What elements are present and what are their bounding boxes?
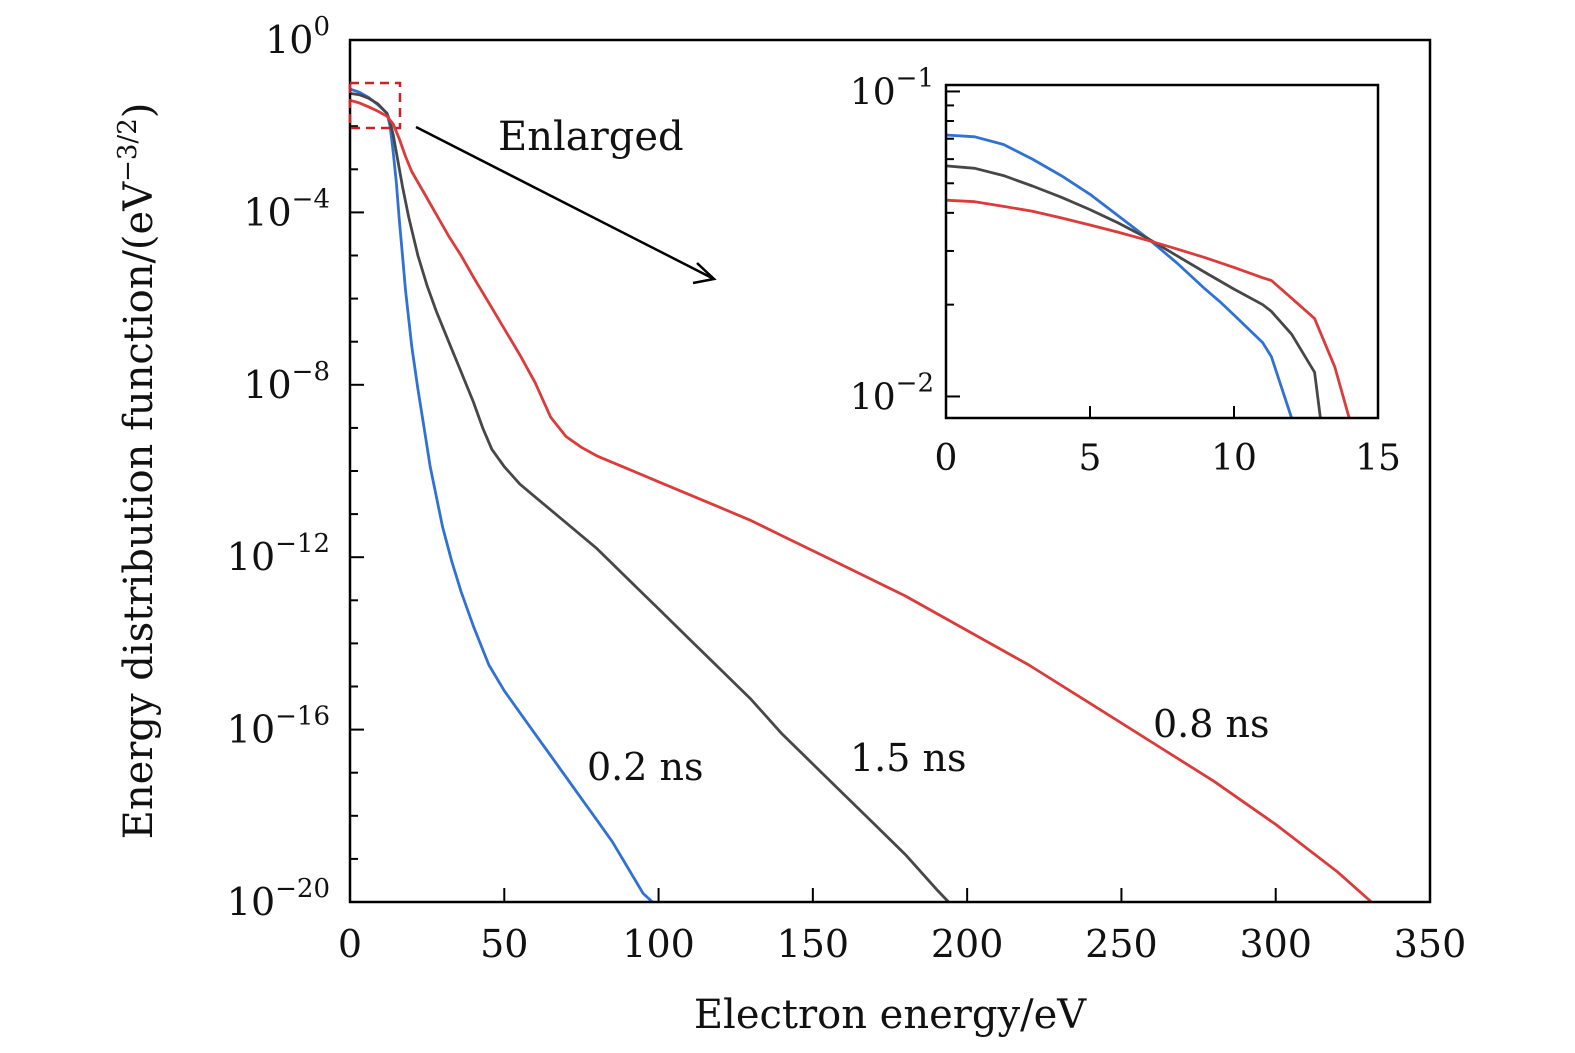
x-tick-label: 200 [931,922,1004,966]
inset-y-ticks: 10−1 10−2 [850,63,960,418]
x-tick-label: 100 [622,922,695,966]
inset-y-tick-label: 10−1 [850,63,934,113]
series-label-1.5ns: 1.5 ns [850,736,967,780]
x-tick-label: 50 [480,922,528,966]
enlarged-annotation: Enlarged [498,114,684,160]
y-tick-label: 100 [265,12,330,62]
inset-series-group [945,133,1351,419]
series-label-0.8ns: 0.8 ns [1153,702,1270,746]
y-axis-title: Energy distribution function/(eV−3/2) [113,103,162,840]
y-tick-label: 10−20 [227,874,330,924]
y-tick-label: 10−16 [227,702,330,752]
inset-x-tick-label: 10 [1211,438,1257,479]
x-tick-label: 300 [1239,922,1312,966]
inset-plot: 0 5 10 15 10−1 10−2 [850,63,1401,479]
y-tick-label: 10−12 [227,529,330,579]
enlarged-region-box [348,81,402,130]
x-tick-label: 350 [1394,922,1467,966]
series-line-0.2ns [349,87,654,904]
series-label-0.2ns: 0.2 ns [587,745,704,789]
main-x-ticks: 0 50 100 150 200 250 300 350 [338,888,1466,966]
y-axis-title-main: Energy distribution function/(eV [116,181,162,840]
inset-x-ticks: 0 5 10 15 [935,406,1401,479]
enlarged-arrow [415,125,717,285]
x-axis-title: Electron energy/eV [694,992,1087,1038]
inset-x-tick-label: 0 [935,438,958,479]
inset-series-line-0.8ns [945,198,1351,419]
main-y-ticks: 100 10−4 10−8 10−12 10−16 10−20 [227,12,364,924]
y-axis-title-exponent: −3/2 [113,118,143,182]
inset-series-line-1.5ns [945,164,1322,419]
inset-y-tick-label: 10−2 [850,368,934,418]
y-axis-title-close: ) [116,103,162,119]
series-line-0.8ns [349,98,1373,904]
main-plot: 0 50 100 150 200 250 300 350 10010−410−810−1210… [227,12,1467,966]
y-tick-label: 10−4 [243,184,330,234]
series-line-1.5ns [349,92,950,903]
y-tick-label: 10−8 [243,357,330,407]
x-tick-label: 250 [1085,922,1158,966]
main-series-group [349,87,1373,904]
x-tick-label: 0 [338,922,362,966]
inset-x-tick-label: 15 [1355,438,1401,479]
x-tick-label: 150 [777,922,850,966]
inset-x-tick-label: 5 [1079,438,1102,479]
